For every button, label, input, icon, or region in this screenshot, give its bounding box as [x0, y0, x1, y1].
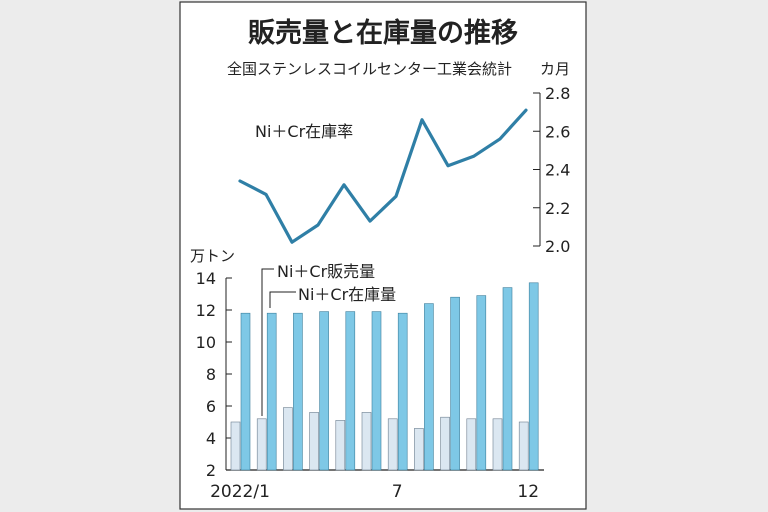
bar-y-tick-label: 12	[196, 301, 216, 320]
line-unit-label: カ月	[540, 60, 570, 78]
bar-y-tick-label: 4	[206, 429, 216, 448]
bar-y-tick-label: 8	[206, 365, 216, 384]
bar-x-tick-label: 2022/1	[210, 482, 270, 502]
sales-bar	[335, 420, 346, 471]
line-series-label: Ni＋Cr在庫率	[255, 122, 353, 141]
bar-y-tick-label: 10	[196, 333, 216, 352]
line-y-tick-label: 2.4	[545, 161, 570, 180]
inventory-bar	[476, 295, 487, 471]
inventory-legend-label: Ni＋Cr在庫量	[298, 285, 396, 304]
bar-chart: 14 12 10 8 6 4 2 2022/1 7 12	[196, 269, 539, 502]
inventory-bar	[397, 312, 408, 471]
inventory-bar	[345, 311, 356, 471]
line-y-tick-label: 2.2	[545, 199, 570, 218]
inventory-bar	[240, 312, 251, 471]
inventory-ratio-line	[238, 108, 528, 244]
line-y-tick-label: 2.8	[545, 84, 570, 103]
inventory-bar	[293, 312, 303, 471]
sales-bar	[492, 418, 503, 471]
chart-title: 販売量と在庫量の推移	[248, 18, 518, 49]
bar-x-tick-label: 12	[517, 482, 539, 502]
bar-y-tick-label: 6	[206, 397, 216, 416]
bar-y-tick-label: 14	[196, 269, 216, 288]
inventory-bar	[319, 311, 329, 471]
inventory-bar	[450, 296, 460, 471]
sales-bar	[283, 407, 293, 471]
line-y-tick-label: 2.0	[545, 237, 570, 256]
bar-x-tick-label: 7	[392, 482, 403, 502]
line-y-tick-label: 2.6	[545, 122, 570, 141]
sales-bar	[309, 412, 319, 471]
line-chart: 2.8 2.6 2.4 2.2 2.0	[238, 84, 570, 256]
inventory-bar	[528, 282, 539, 471]
sales-bar	[466, 418, 477, 471]
bar-y-tick-label: 2	[206, 461, 216, 480]
inventory-bar	[371, 311, 382, 471]
sales-bar	[361, 412, 372, 471]
sales-legend-label: Ni＋Cr販売量	[277, 262, 375, 281]
sales-bar	[440, 416, 450, 471]
sales-bar	[256, 418, 267, 471]
sales-bar	[230, 421, 241, 471]
inventory-bar	[502, 287, 513, 471]
bar-unit-label: 万トン	[190, 247, 235, 265]
sales-bar	[518, 421, 529, 471]
inventory-bar	[424, 303, 434, 471]
inventory-bar	[266, 312, 277, 471]
inventory-leader-line	[269, 291, 296, 308]
sales-bar	[414, 428, 424, 471]
chart-source: 全国ステンレスコイルセンター工業会統計	[227, 60, 512, 78]
sales-bar	[387, 418, 398, 471]
sales-leader-line	[261, 268, 274, 416]
